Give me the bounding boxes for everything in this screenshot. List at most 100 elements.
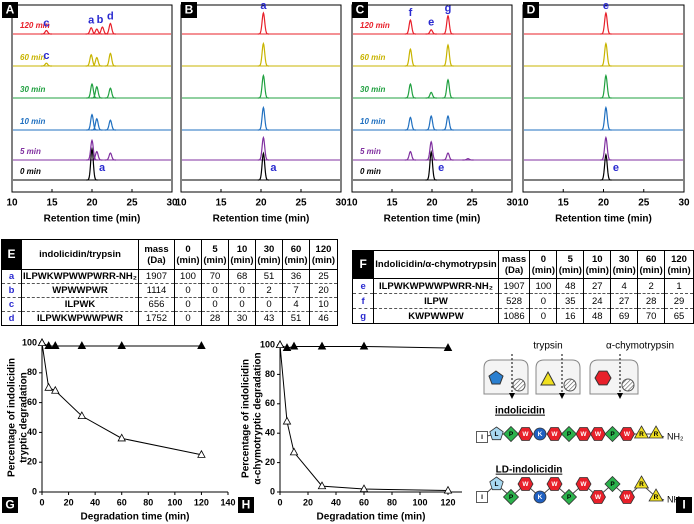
table-row: e ILPWKWPWWPWRR-NH₂ 1907 100 48 27 4 2 1: [351, 278, 694, 294]
x-tick-label: 60: [117, 497, 127, 507]
row-key: a: [1, 269, 22, 284]
table-row: d ILPWKWPWWPWR 1752 0 28 30 43 51 46: [1, 311, 338, 326]
table-cell: 0: [254, 297, 283, 312]
x-tick-label: 120: [194, 497, 209, 507]
table-cell: 27: [583, 278, 611, 294]
peak-label: a: [260, 0, 267, 12]
residue-letter: I: [481, 434, 483, 441]
table-cell: 0: [200, 283, 229, 298]
table-cell: 25: [308, 269, 338, 284]
chromatogram-peak: [600, 135, 612, 161]
header-cell: mass (Da): [497, 250, 530, 279]
trace-time-label: 120 min: [360, 21, 390, 30]
data-point: [289, 447, 299, 456]
table-cell: 30: [227, 311, 256, 326]
x-tick-label: 10: [175, 198, 187, 209]
x-axis-label: Retention time (min): [384, 214, 481, 225]
row-key: f: [351, 293, 374, 309]
x-tick-label: 100: [167, 497, 182, 507]
peak-label: a: [99, 162, 106, 174]
y-tick-label: 20: [265, 457, 275, 467]
header-cell: 60 (min): [281, 239, 310, 270]
table-cell: 0: [529, 293, 557, 309]
x-axis-label: Retention time (min): [44, 214, 141, 225]
panel-label-box: [181, 2, 197, 18]
table-cell: 0: [529, 308, 557, 324]
chromatogram-peak: [40, 62, 52, 67]
header-cell: indolicidin/trypsin: [21, 239, 139, 270]
y-tick-label: 0: [270, 486, 275, 496]
residue-letter: L: [495, 431, 499, 438]
data-point: [443, 485, 453, 494]
chromatogram-peak: [85, 26, 97, 35]
enzyme-label: trypsin: [533, 341, 562, 352]
row-key: d: [1, 311, 22, 326]
table-cell: 1752: [137, 311, 175, 326]
header-cell: Indolicidin/α-chymotrypsin: [373, 250, 499, 279]
x-tick-label: 10: [517, 198, 529, 209]
panel-label: H: [242, 498, 251, 512]
residue-letter: W: [595, 494, 602, 501]
residue-letter: W: [551, 481, 558, 488]
sequence: KWPWWPW: [373, 308, 499, 324]
residue-shape: [604, 425, 621, 443]
enzyme-label: α-chymotrypsin: [606, 341, 674, 352]
chromatogram-peak: [442, 152, 454, 161]
table-cell: 16: [556, 308, 584, 324]
table-cell: 24: [583, 293, 611, 309]
x-tick-label: 20: [598, 198, 610, 209]
y-tick-label: 40: [265, 428, 275, 438]
x-tick-label: 30: [678, 198, 690, 209]
x-tick-label: 30: [335, 198, 347, 209]
chromatogram-peak: [425, 114, 437, 131]
data-point: [51, 341, 60, 349]
table-cell: 70: [637, 308, 665, 324]
table-cell: 2: [254, 283, 283, 298]
pocket-shape: [540, 370, 556, 386]
arrow-head: [559, 393, 565, 399]
panel-label: D: [527, 3, 536, 17]
residue-letter: W: [624, 431, 631, 438]
header-cell: 10 (min): [227, 239, 256, 270]
residue-shape: [489, 426, 504, 441]
table-row: c ILPWK 656 0 0 0 0 4 10: [1, 297, 338, 312]
chromatogram-peak: [600, 41, 612, 67]
peptide-name: indolicidin: [495, 406, 545, 417]
residue-letter: P: [509, 431, 514, 438]
chromatogram-peak: [91, 117, 103, 131]
residue-shape: [648, 488, 664, 502]
header-cell: 60 (min): [637, 250, 665, 279]
residue-shape: [502, 425, 520, 443]
chromatogram-peak: [40, 29, 52, 35]
sequence: ILPW: [373, 293, 499, 309]
x-tick-label: 25: [126, 198, 138, 209]
data-point: [317, 341, 327, 350]
table-cell: 27: [610, 293, 638, 309]
pocket-shape: [488, 370, 504, 385]
trace-time-label: 30 min: [20, 85, 45, 94]
x-tick-label: 60: [359, 497, 369, 507]
row-key: e: [351, 278, 374, 294]
y-axis-label: Percentage of indolicidin: [241, 359, 252, 478]
residue-letter: K: [538, 494, 543, 501]
panel-label: A: [6, 3, 15, 17]
trace-time-label: 0 min: [360, 167, 381, 176]
residue-shape: [619, 490, 635, 504]
y-tick-label: 80: [265, 369, 275, 379]
terminus: NH₂: [667, 494, 684, 504]
x-tick-label: 10: [6, 198, 18, 209]
y-tick-label: 100: [260, 339, 275, 349]
table: F Indolicidin/α-chymotrypsin mass (Da) 0 (m…: [351, 250, 694, 324]
trace-time-label: 5 min: [20, 147, 41, 156]
table-cell: 0: [173, 311, 202, 326]
chromatogram-peak: [257, 41, 270, 67]
peak-label: a: [270, 162, 277, 174]
trace-time-label: 5 min: [360, 147, 381, 156]
chromatogram-peak: [425, 29, 437, 35]
sequence: ILPWKWPWWPWR: [21, 311, 139, 326]
residue-letter: L: [495, 481, 499, 488]
x-tick-label: 30: [506, 198, 518, 209]
table-cell: 0: [227, 283, 256, 298]
